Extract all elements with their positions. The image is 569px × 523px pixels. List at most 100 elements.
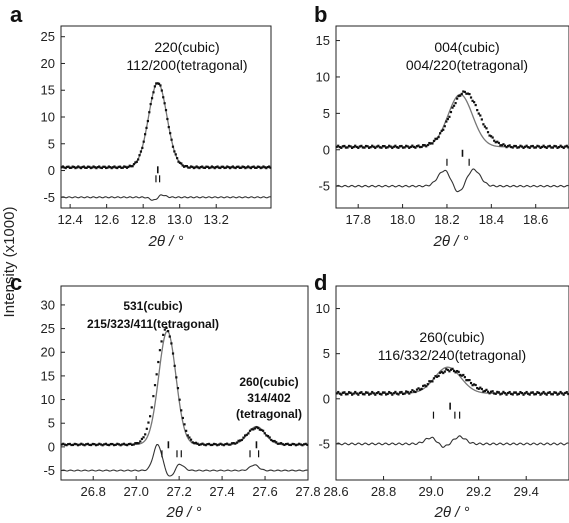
panel-b: b 17.8 18.0 18.2 18.4 18.6 -5 0 5 10 15 004(cubic…	[314, 2, 569, 250]
observed-point-b-105	[497, 141, 500, 145]
observed-point-d-138	[548, 391, 551, 394]
observed-point-d-32	[385, 393, 388, 396]
observed-point-b-92	[477, 112, 480, 115]
panel-label-c: c	[10, 270, 22, 295]
observed-point-c-106	[234, 442, 237, 445]
observed-point-b-5	[343, 144, 346, 148]
observed-point-a-60	[144, 133, 147, 136]
observed-point-a-107	[209, 166, 212, 169]
observed-point-a-109	[212, 166, 215, 169]
observed-point-c-47	[137, 442, 140, 445]
observed-point-a-129	[240, 166, 243, 169]
observed-point-b-87	[469, 96, 473, 99]
observed-point-b-103	[494, 141, 497, 144]
observed-point-c-139	[288, 443, 291, 447]
observed-point-d-131	[537, 391, 541, 395]
plot-frame-d	[335, 285, 569, 481]
observed-point-c-147	[301, 444, 304, 447]
observed-point-c-38	[122, 442, 125, 445]
observed-point-a-55	[137, 158, 140, 161]
observed-point-d-62	[431, 380, 434, 383]
observed-point-a-4	[66, 165, 69, 169]
observed-point-c-5	[68, 442, 71, 446]
observed-point-a-108	[210, 165, 214, 168]
observed-point-a-149	[267, 165, 271, 168]
observed-point-b-23	[371, 144, 374, 147]
observed-point-c-133	[278, 442, 281, 445]
y-tick-label-b-3: 10	[316, 69, 330, 84]
observed-point-a-121	[228, 167, 232, 170]
observed-point-d-30	[381, 391, 385, 394]
annotation-c-1: 531(cubic)	[123, 299, 182, 313]
observed-point-d-87	[469, 381, 473, 385]
observed-point-b-8	[347, 144, 351, 148]
observed-point-b-79	[457, 94, 460, 98]
observed-point-a-34	[107, 165, 110, 168]
observed-point-d-123	[525, 390, 528, 394]
observed-point-a-141	[256, 165, 260, 168]
observed-point-d-71	[445, 368, 448, 371]
observed-point-d-82	[462, 373, 465, 377]
observed-point-d-3	[340, 393, 343, 396]
observed-point-d-24	[372, 392, 375, 395]
observed-point-a-81	[173, 150, 176, 153]
observed-point-b-40	[397, 146, 400, 149]
observed-point-b-122	[523, 145, 527, 148]
observed-point-b-130	[536, 144, 539, 147]
observed-point-a-86	[180, 162, 183, 165]
observed-point-c-150	[306, 443, 309, 446]
observed-point-a-93	[189, 165, 193, 168]
observed-point-b-56	[422, 144, 425, 147]
observed-point-c-66	[168, 335, 171, 338]
plot-area-c: 26.8 27.0 27.2 27.4 27.6 27.8 -5 0 5 10 15 20 25 30	[41, 297, 321, 499]
observed-point-b-43	[401, 146, 405, 149]
observed-point-d-133	[540, 392, 544, 395]
observed-point-a-99	[198, 167, 201, 170]
observed-point-a-43	[120, 166, 123, 169]
x-tick-label-c-3: 27.4	[209, 484, 234, 499]
observed-point-a-148	[266, 166, 269, 169]
observed-point-a-61	[145, 126, 148, 130]
observed-point-d-38	[394, 390, 397, 394]
observed-point-b-73	[448, 115, 451, 118]
observed-point-d-2	[338, 392, 341, 395]
x-tick-label-a-2: 12.8	[131, 212, 156, 227]
observed-point-c-32	[112, 444, 116, 447]
observed-point-d-22	[369, 392, 372, 395]
y-tick-label-b-4: 15	[316, 33, 330, 48]
observed-point-a-33	[106, 166, 109, 169]
observed-point-c-13	[81, 443, 85, 446]
observed-point-d-118	[517, 392, 520, 396]
observed-point-b-63	[432, 139, 436, 142]
y-tick-label-a-1: 0	[48, 163, 55, 178]
observed-point-d-57	[423, 384, 426, 387]
observed-point-b-65	[435, 137, 439, 140]
plot-frame-c	[60, 285, 309, 481]
observed-point-d-96	[483, 389, 487, 393]
observed-point-c-55	[150, 406, 153, 409]
observed-point-a-104	[205, 165, 208, 168]
observed-point-d-139	[550, 393, 553, 396]
observed-point-b-142	[554, 145, 558, 148]
observed-point-c-100	[224, 443, 227, 446]
observed-point-c-2	[63, 443, 67, 446]
observed-point-a-59	[142, 140, 145, 143]
x-tick-label-c-5: 27.8	[295, 484, 320, 499]
observed-point-d-66	[437, 374, 440, 378]
observed-point-d-130	[536, 391, 539, 394]
observed-point-d-56	[422, 384, 425, 388]
observed-point-b-0	[335, 145, 338, 148]
observed-point-a-42	[118, 165, 122, 168]
observed-point-a-103	[203, 166, 207, 170]
observed-point-b-147	[562, 146, 565, 150]
observed-point-b-80	[459, 94, 462, 97]
observed-point-c-90	[207, 442, 211, 446]
observed-point-d-45	[405, 390, 408, 393]
observed-point-c-137	[284, 442, 288, 446]
y-tick-label-c-4: 15	[41, 368, 55, 383]
observed-point-c-118	[253, 427, 257, 430]
observed-point-c-46	[135, 441, 139, 445]
observed-point-a-66	[152, 91, 155, 94]
observed-point-c-45	[134, 442, 137, 445]
observed-point-b-84	[465, 92, 468, 95]
